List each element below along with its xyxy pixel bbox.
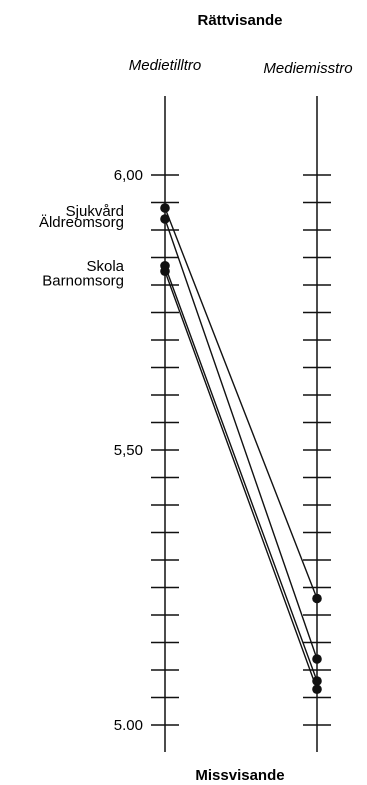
- point-right-0: [312, 593, 322, 604]
- x-category-label-right: Mediemisstro: [263, 60, 352, 77]
- series-label-0: Sjukvård: [66, 203, 124, 220]
- series-points: [160, 203, 322, 695]
- series-line-1: [164, 218, 318, 660]
- x-category-label-left: Medietilltro: [129, 57, 202, 74]
- point-right-2: [312, 676, 322, 686]
- series-line-2: [164, 265, 318, 682]
- series-line-3: [164, 271, 318, 690]
- tick-labels: 6,00 5,50 5.00: [114, 167, 143, 734]
- chart-title-bottom: Missvisande: [195, 767, 284, 784]
- series-line-0: [164, 207, 318, 599]
- series-label-1: Äldreomsorg: [39, 214, 124, 231]
- series-lines: [164, 207, 318, 690]
- y-tick-label: 6,00: [114, 167, 143, 184]
- series-label-3: Barnomsorg: [42, 272, 124, 289]
- y-tick-label: 5.00: [114, 717, 143, 734]
- point-left-0: [160, 203, 170, 213]
- point-left-3: [160, 266, 170, 277]
- ticks-left: [151, 174, 179, 726]
- chart-title-top: Rättvisande: [197, 12, 282, 29]
- y-tick-label: 5,50: [114, 442, 143, 459]
- point-right-1: [312, 654, 322, 664]
- series-label-2: Skola: [86, 258, 124, 275]
- point-right-3: [312, 684, 322, 695]
- ticks-right: [303, 174, 331, 726]
- point-left-1: [160, 214, 170, 224]
